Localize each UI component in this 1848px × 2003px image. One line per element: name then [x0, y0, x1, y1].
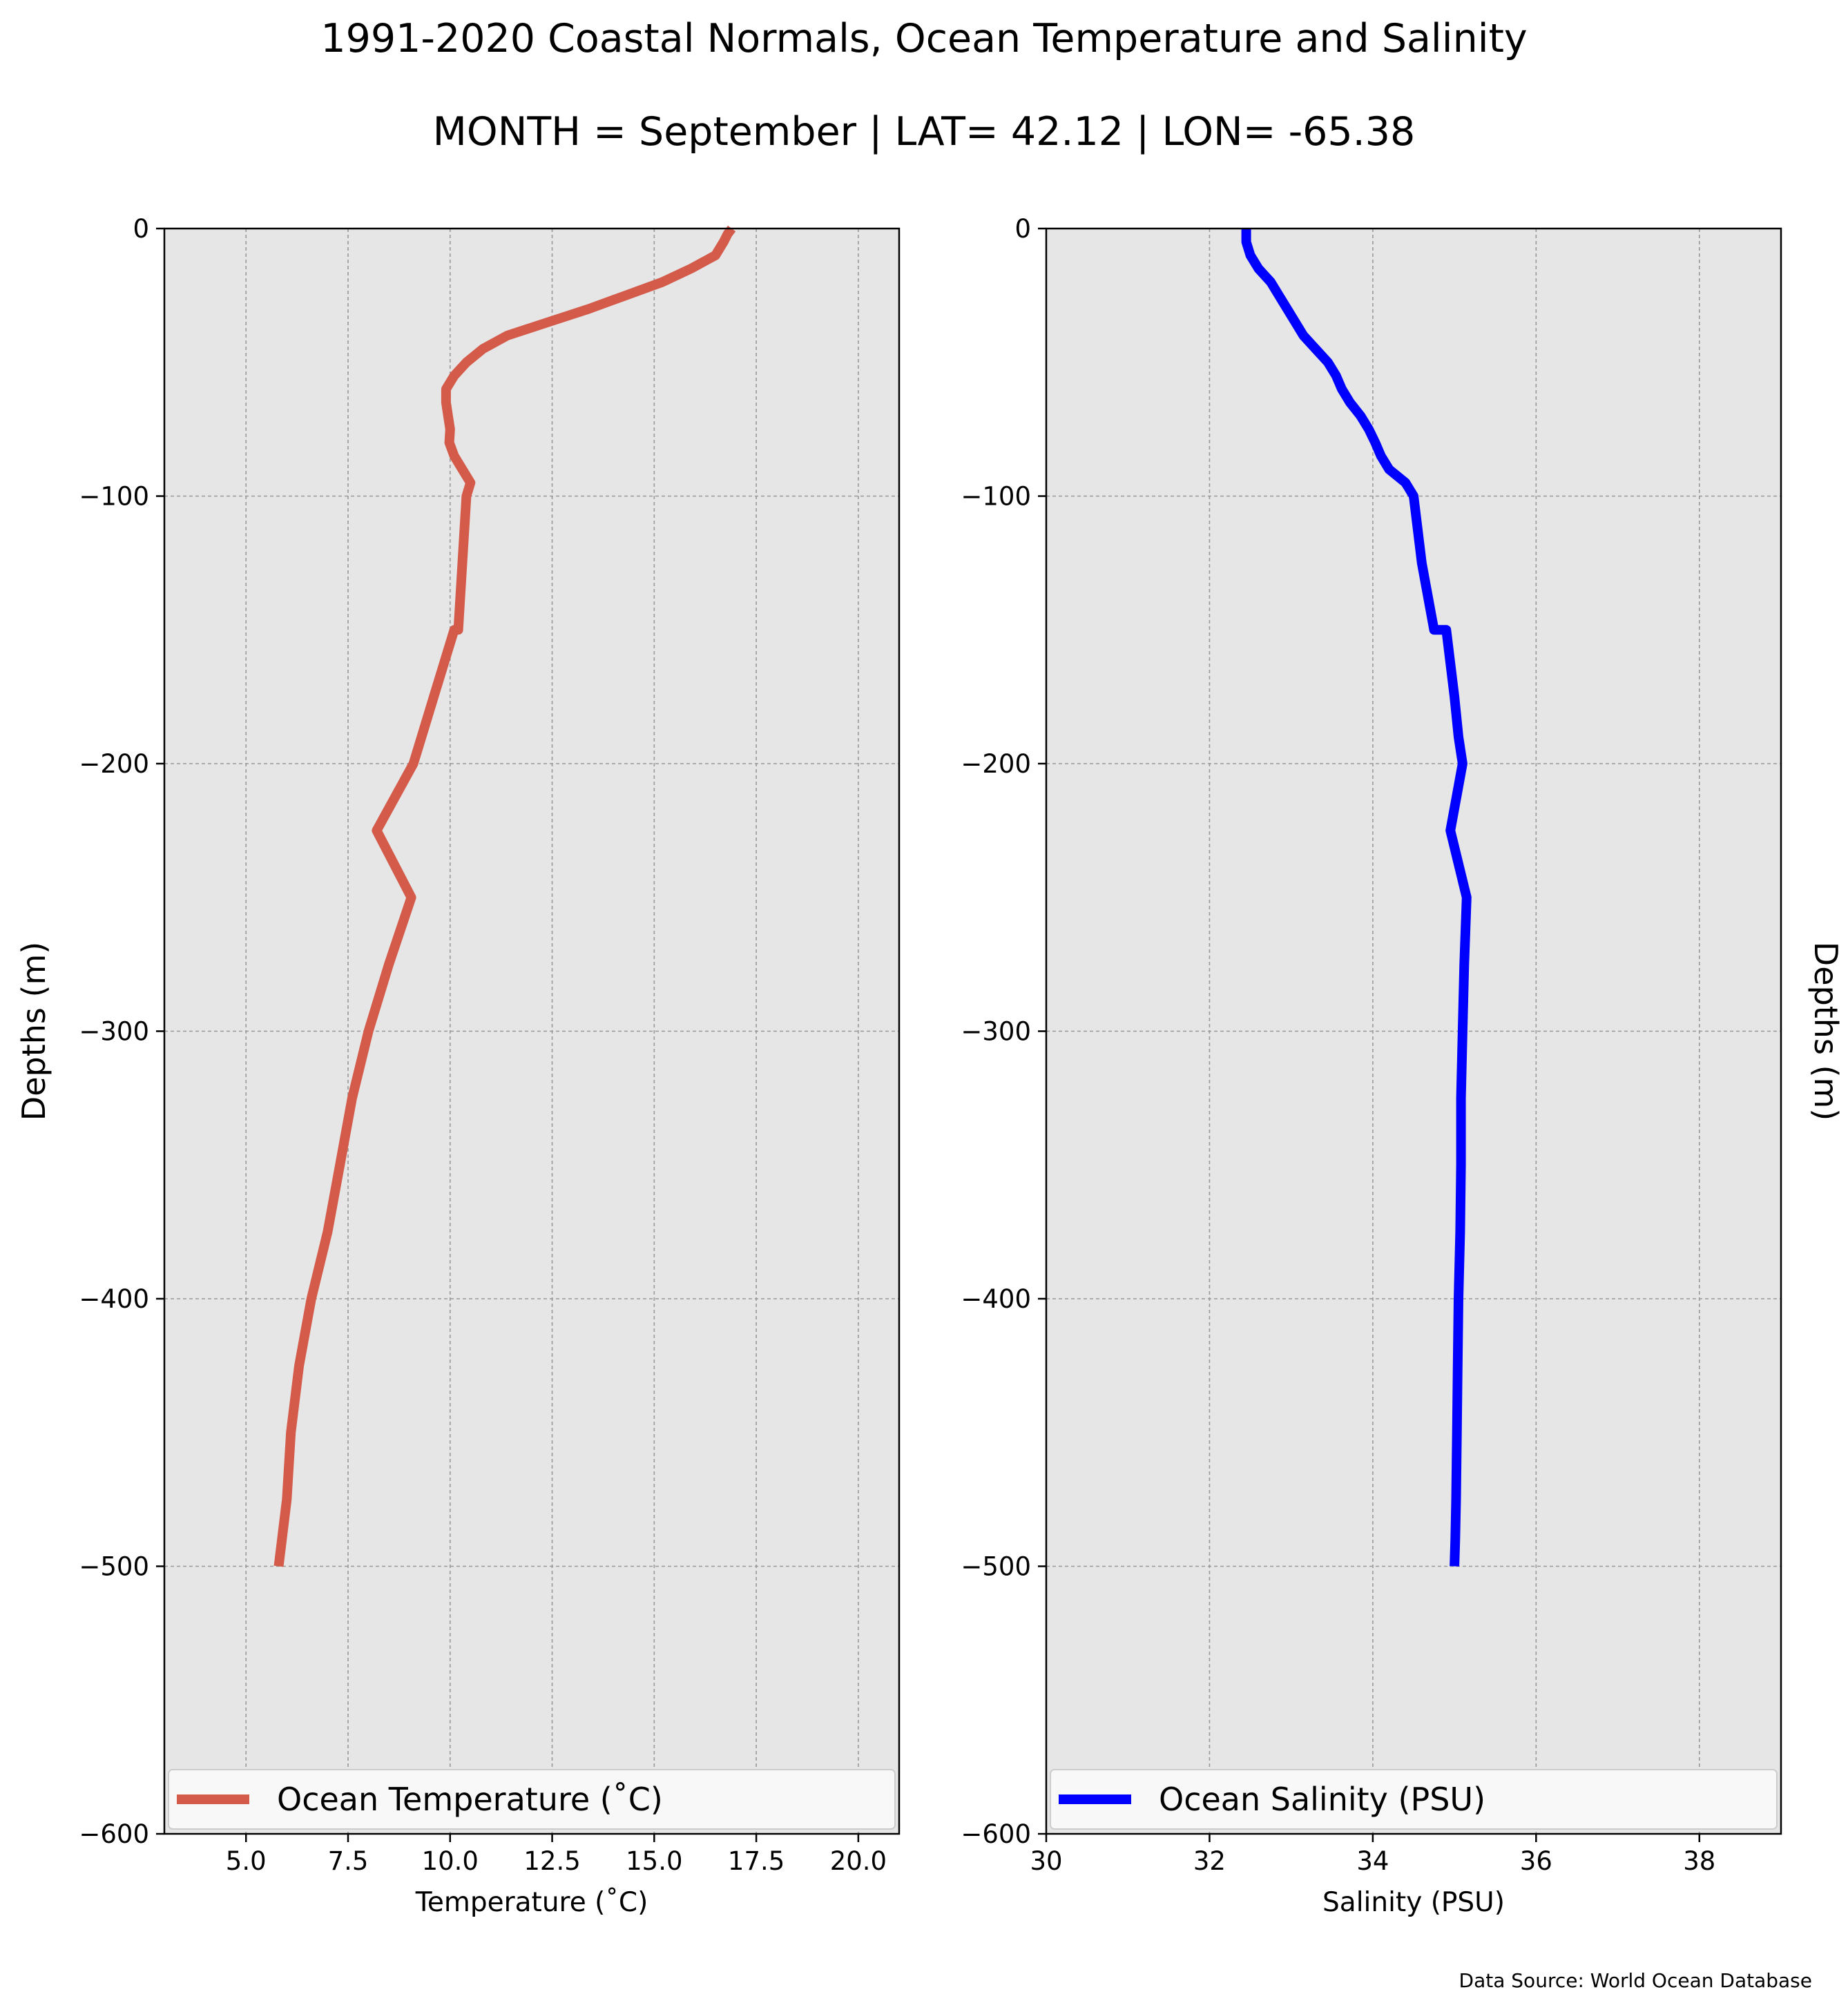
legend-box: [1050, 1769, 1778, 1830]
x-tick-label: 38: [1683, 1846, 1715, 1876]
y-tick-label: −500: [79, 1552, 149, 1582]
y-tick-label: −400: [79, 1284, 149, 1314]
y-axis-label: Depths (m): [1807, 942, 1845, 1121]
x-tick-label: 30: [1030, 1846, 1062, 1876]
x-tick-label: 34: [1356, 1846, 1389, 1876]
x-tick-label: 15.0: [626, 1846, 682, 1876]
legend: Ocean Temperature (˚C): [168, 1769, 896, 1830]
series-line: [273, 225, 736, 1567]
y-tick-label: −200: [961, 749, 1031, 779]
y-tick-label: −500: [961, 1552, 1031, 1582]
y-tick-label: −100: [79, 482, 149, 512]
y-tick-label: −300: [961, 1017, 1031, 1047]
x-tick-label: 5.0: [226, 1846, 267, 1876]
y-tick-label: −200: [79, 749, 149, 779]
series-line: [1241, 229, 1472, 1567]
x-tick-label: 20.0: [830, 1846, 887, 1876]
y-tick-label: −600: [961, 1819, 1031, 1849]
chart-panel-2: 30 32 34 36 38 0 −100 −200 −300 −400 −500 −600 Salin…: [961, 214, 1845, 1918]
x-tick-label: 12.5: [523, 1846, 580, 1876]
x-axis-label: Salinity (PSU): [1322, 1887, 1505, 1918]
chart-subtitle: MONTH = September | LAT= 42.12 | LON= -6…: [433, 109, 1416, 155]
y-axis-label: Depths (m): [15, 942, 52, 1121]
legend: Ocean Salinity (PSU): [1050, 1769, 1778, 1830]
source-note: Data Source: World Ocean Database: [1459, 1969, 1812, 1992]
legend-label: Ocean Salinity (PSU): [1159, 1781, 1485, 1818]
y-tick-label: 0: [1014, 214, 1031, 244]
y-tick-label: −600: [79, 1819, 149, 1849]
x-tick-label: 17.5: [728, 1846, 785, 1876]
panels: 5.0 7.5 10.0 12.5 15.0 17.5 20.0 0 −100 −200 −300 −…: [15, 214, 1845, 1918]
y-tick-label: −100: [961, 482, 1031, 512]
x-tick-label: 36: [1520, 1846, 1552, 1876]
y-tick-label: 0: [133, 214, 149, 244]
chart-title: 1991-2020 Coastal Normals, Ocean Tempera…: [320, 16, 1527, 61]
x-tick-label: 10.0: [422, 1846, 479, 1876]
x-axis-label: Temperature (˚C): [415, 1887, 648, 1918]
chart-panel-1: 5.0 7.5 10.0 12.5 15.0 17.5 20.0 0 −100 −200 −300 −…: [15, 214, 901, 1918]
y-tick-label: −300: [79, 1017, 149, 1047]
legend-label: Ocean Temperature (˚C): [277, 1781, 663, 1818]
y-tick-label: −400: [961, 1284, 1031, 1314]
x-tick-label: 7.5: [328, 1846, 369, 1876]
legend-box: [168, 1769, 896, 1830]
x-tick-label: 32: [1193, 1846, 1226, 1876]
